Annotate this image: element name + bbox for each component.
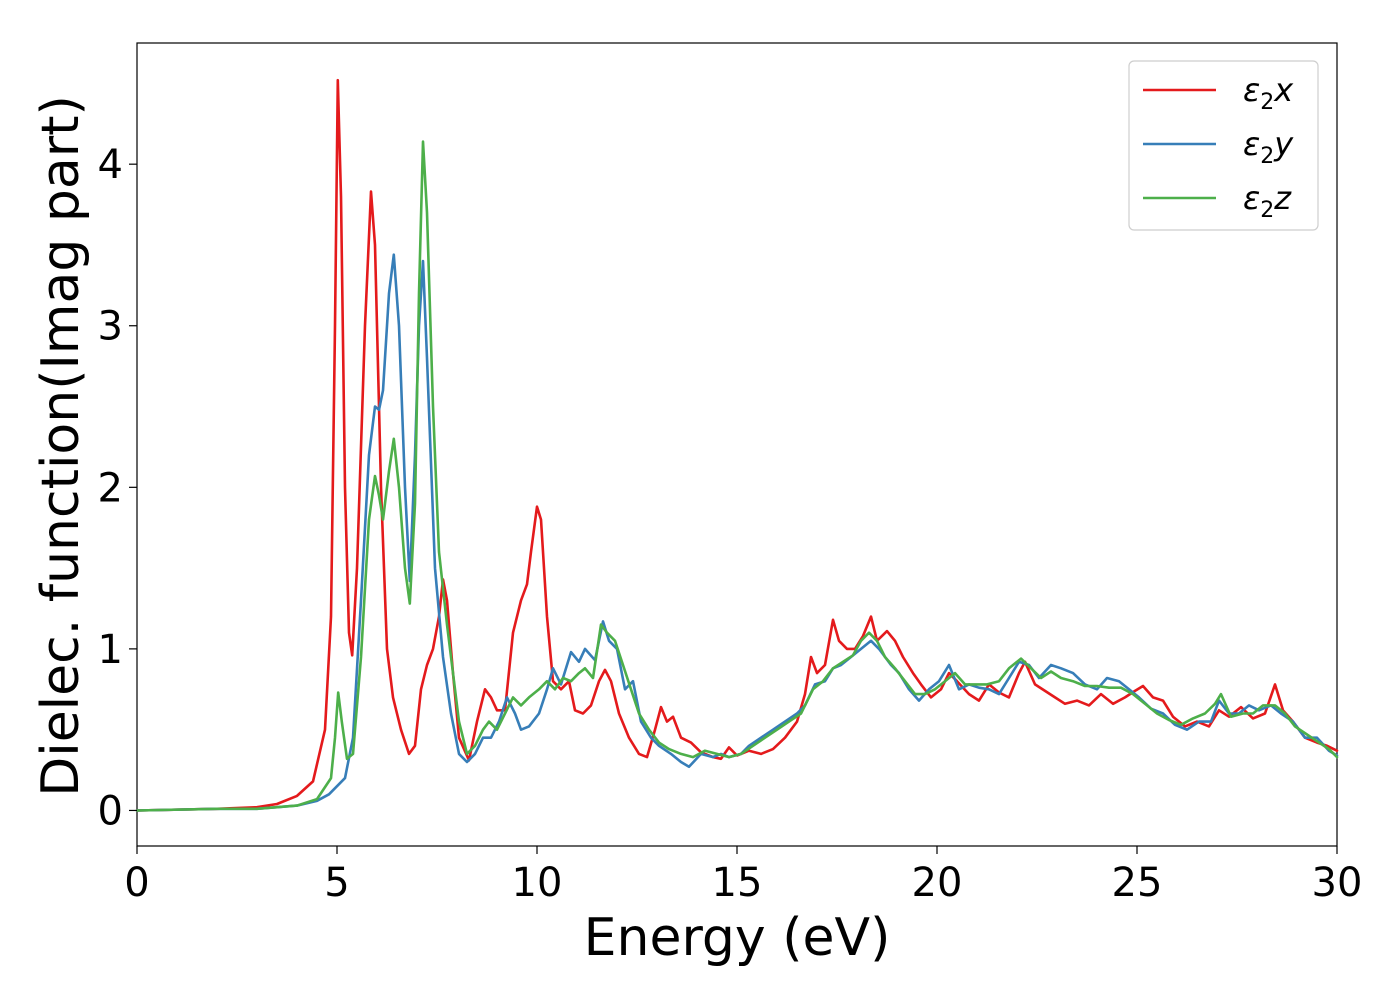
legend: ε2x ε2y ε2z — [1128, 60, 1319, 231]
legend-label-x: ε2x — [1243, 71, 1294, 115]
x-tick-label: 5 — [324, 860, 349, 906]
x-tick-label: 10 — [512, 860, 563, 906]
legend-label-z: ε2z — [1243, 179, 1292, 223]
y-tick-label: 1 — [98, 627, 123, 673]
y-tick-label: 4 — [98, 142, 123, 188]
x-tick-label: 30 — [1312, 860, 1363, 906]
legend-label-y: ε2y — [1243, 125, 1294, 169]
x-axis-label: Energy (eV) — [584, 908, 891, 968]
series-line-z — [135, 140, 1339, 812]
y-tick-label: 3 — [98, 304, 123, 350]
legend-box — [1128, 60, 1319, 231]
y-axis-label: Dielec. function(Imag part) — [31, 95, 91, 797]
x-ticks: 0 5 10 15 20 25 30 — [124, 846, 1362, 906]
x-tick-label: 20 — [912, 860, 963, 906]
y-tick-label: 0 — [98, 788, 123, 834]
x-tick-label: 0 — [124, 860, 149, 906]
series-layer — [135, 78, 1339, 812]
x-tick-label: 25 — [1112, 860, 1163, 906]
x-tick-label: 15 — [712, 860, 763, 906]
y-tick-label: 2 — [98, 465, 123, 511]
legend-entries: ε2x ε2y ε2z — [1143, 71, 1294, 223]
y-ticks: 0 1 2 3 4 — [98, 142, 137, 834]
